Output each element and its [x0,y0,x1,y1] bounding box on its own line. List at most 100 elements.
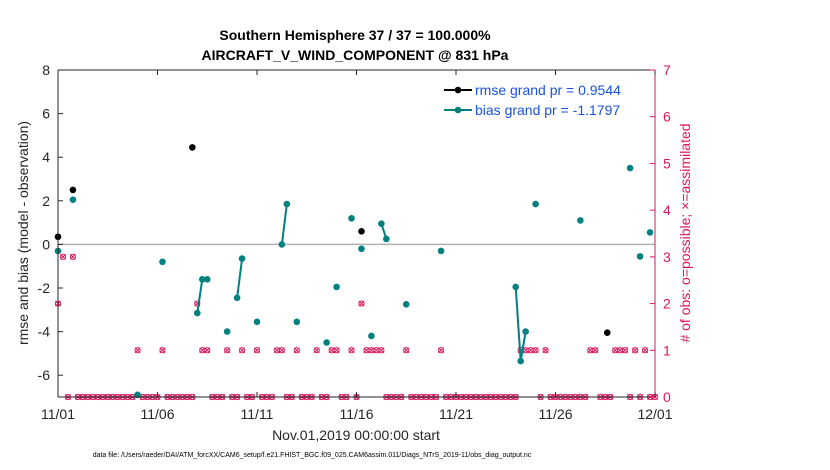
obs-possible-circle [532,347,539,354]
obs-assimilated-x [617,347,624,354]
bias-point [293,318,301,326]
bias-point [238,255,246,262]
bias-line-segment [280,203,288,245]
obs-possible-circle [313,347,320,354]
legend-rmse-marker [454,86,462,94]
obs-possible-circle [69,253,77,260]
rmse-point [603,329,611,336]
series-layer [54,144,654,399]
x-axis-label: Nov.01,2019 00:00:00 start [272,427,440,443]
obs-count-marker [238,347,246,354]
bias-point [323,339,330,346]
obs-possible-circle [348,347,355,354]
obs-assimilated-x [60,253,66,260]
bias-point [402,301,410,308]
obs-assimilated-x [632,347,639,354]
obs-assimilated-x [532,347,539,354]
obs-count-marker [204,347,211,354]
obs-assimilated-x [587,347,594,354]
obs-count-marker [59,253,67,260]
obs-count-marker [69,253,77,260]
y-left-tick-label: 2 [42,193,50,209]
bias-point [278,241,286,248]
obs-count-marker [253,347,261,354]
obs-assimilated-x [313,347,320,354]
bias-point [69,196,77,204]
obs-count-marker [313,347,320,354]
y-axis-left-label: rmse and bias (model - observation) [15,121,31,345]
obs-possible-circle [641,347,649,354]
y-right-tick-label: 7 [663,62,671,78]
bias-point [134,391,141,399]
bias-point [437,247,445,255]
obs-assimilated-x [204,347,211,354]
obs-possible-circle [358,300,365,307]
obs-assimilated-x [69,253,76,260]
bias-point [348,214,355,222]
bias-point [383,235,390,243]
data-file-footnote: data file: /Users/raeder/DAI/ATM_forcXX/… [93,452,532,459]
y-right-tick-label: 3 [663,249,671,265]
x-tick-label: 11/01 [41,406,75,422]
obs-possible-circle [542,347,549,354]
x-tick-label: 11/21 [439,406,473,422]
obs-count-marker [278,347,285,354]
bias-point [333,283,340,291]
obs-assimilated-x [373,347,380,354]
x-axis-ticks: 11/01 11/06 11/11 11/16 11/21 11/26 12/01 [41,70,673,422]
y-axis-right-label: # of obs: o=possible; ×=assimilated [677,123,693,342]
bias-point [577,217,584,224]
obs-possible-circle [378,347,385,354]
obs-assimilated-x [328,347,335,354]
obs-assimilated-x [333,347,340,354]
obs-count-marker [348,347,355,354]
x-tick-label: 12/01 [637,406,672,422]
bias-point [198,275,206,283]
obs-count-marker [403,347,410,354]
bias-point [522,328,529,335]
obs-assimilated-x [542,347,549,354]
y-left-tick-label: -6 [38,367,51,383]
obs-assimilated-x [293,347,300,354]
obs-assimilated-x [239,347,246,354]
obs-count-marker [632,347,639,354]
obs-assimilated-x [403,347,410,354]
obs-assimilated-x [199,347,206,354]
rmse-point [358,228,365,235]
chart-title-line1: Southern Hemisphere 37 / 37 = 100.000% [219,27,491,43]
y-right-tick-label: 0 [663,389,671,405]
y-right-tick-label: 1 [663,342,671,358]
obs-count-marker [358,300,365,307]
obs-possible-circle [403,347,410,354]
bias-point [636,253,644,260]
obs-count-marker [592,347,599,354]
obs-count-marker [134,347,141,354]
obs-possible-circle [159,347,166,354]
obs-assimilated-x [363,347,370,354]
obs-possible-circle [253,347,261,354]
obs-count-marker [542,347,549,354]
obs-assimilated-x [378,347,385,354]
obs-count-marker [224,347,231,354]
obs-count-marker [159,347,166,354]
obs-assimilated-x [224,347,231,354]
obs-count-marker [622,347,629,354]
bias-point [646,229,654,236]
bias-point [203,275,211,283]
obs-count-marker [293,347,300,354]
y-left-tick-label: 4 [42,149,50,165]
obs-assimilated-x [254,347,260,354]
x-tick-label: 11/06 [141,406,175,422]
y-left-tick-label: 8 [42,62,50,78]
bias-point [512,283,519,291]
obs-assimilated-x [278,347,285,354]
legend: rmse grand pr = 0.9544 bias grand pr = -… [444,82,621,118]
y-left-tick-label: 6 [42,106,50,122]
y-left-tick-label: 0 [42,236,50,252]
bias-point [626,164,634,172]
bias-point [253,318,261,326]
bias-point [194,309,201,317]
bias-line-segment [236,258,244,298]
obs-count-marker [437,347,445,354]
